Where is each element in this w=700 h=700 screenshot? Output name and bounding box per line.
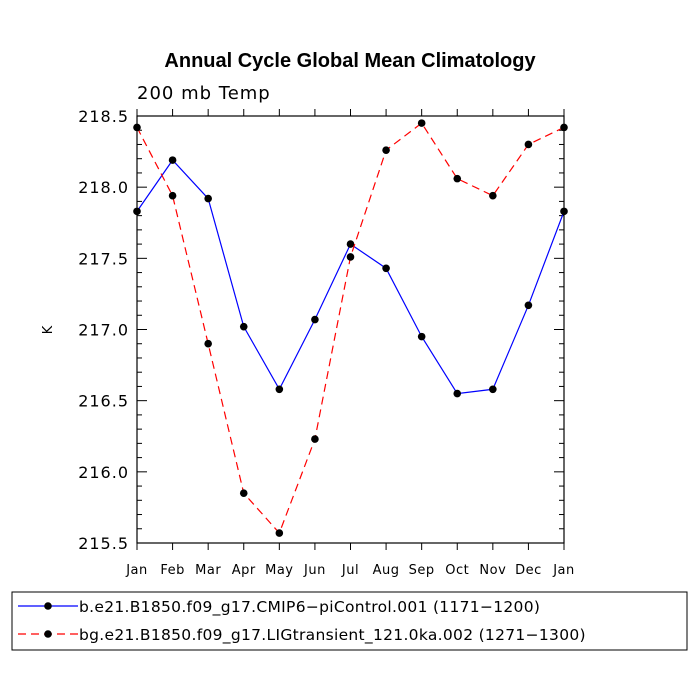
series-2-point xyxy=(524,140,533,149)
series-1-point xyxy=(168,156,177,164)
x-tick-label: Jan xyxy=(552,563,575,578)
legend-marker xyxy=(44,602,52,610)
x-tick-label: Jun xyxy=(303,563,326,578)
series-2-point xyxy=(417,119,426,127)
series-2-point xyxy=(346,253,355,261)
legend: b.e21.B1850.f09_g17.CMIP6−piControl.001 … xyxy=(11,591,688,651)
legend-item-2: bg.e21.B1850.f09_g17.LIGtransient_121.0k… xyxy=(18,626,586,645)
series-1-point xyxy=(417,332,426,341)
y-tick-label: 217.5 xyxy=(78,249,129,268)
series-2-point xyxy=(275,529,284,537)
x-tick-label: Feb xyxy=(160,563,185,578)
series-layer xyxy=(133,119,568,537)
series-2-point xyxy=(204,339,212,348)
x-tick-label: Apr xyxy=(232,563,256,578)
y-tick-label: 218.5 xyxy=(78,107,129,126)
plot-frame xyxy=(136,115,565,544)
y-tick-labels: 215.5 216.0 216.5 217.0 217.5 218.0 218.5 xyxy=(78,107,129,553)
series-2-point xyxy=(382,146,390,154)
y-tick-label: 215.5 xyxy=(78,534,129,553)
chart-subtitle: 200 mb Temp xyxy=(137,83,271,104)
x-tick-label: Sep xyxy=(409,563,435,578)
series-1-point xyxy=(453,389,462,398)
series-1-point xyxy=(489,385,497,394)
y-tick-label: 216.0 xyxy=(78,463,129,482)
legend-label: bg.e21.B1850.f09_g17.LIGtransient_121.0k… xyxy=(79,626,586,645)
x-tick-label: Dec xyxy=(515,563,542,578)
series-1-point xyxy=(204,194,212,203)
x-tick-label: Nov xyxy=(479,563,506,578)
series-1-point xyxy=(311,315,319,324)
series-1-point xyxy=(346,240,355,248)
y-axis-label: K xyxy=(41,325,56,334)
series-2 xyxy=(133,119,568,537)
axis-ticks xyxy=(136,109,565,550)
legend-item-1: b.e21.B1850.f09_g17.CMIP6−piControl.001 … xyxy=(18,598,540,617)
y-tick-label: 216.5 xyxy=(78,392,129,411)
series-2-point xyxy=(168,191,177,200)
legend-label: b.e21.B1850.f09_g17.CMIP6−piControl.001 … xyxy=(79,598,540,617)
legend-marker xyxy=(44,630,52,638)
legend-box xyxy=(11,591,688,651)
x-tick-labels: Jan Feb Mar Apr May Jun Jul Aug Sep Oct Nov Dec Jan xyxy=(125,563,575,578)
series-line-1 xyxy=(136,159,565,395)
series-1 xyxy=(133,156,568,398)
y-tick-label: 218.0 xyxy=(78,178,129,197)
series-1-point xyxy=(524,301,533,310)
series-2-point xyxy=(453,174,462,183)
series-line-2 xyxy=(136,122,565,535)
x-tick-label: Jan xyxy=(125,563,148,578)
series-1-point xyxy=(275,385,284,394)
series-2-point xyxy=(239,489,248,497)
x-tick-label: May xyxy=(265,563,293,578)
series-2-point xyxy=(489,191,497,200)
series-1-point xyxy=(239,322,248,331)
x-tick-label: Oct xyxy=(445,563,469,578)
chart-title: Annual Cycle Global Mean Climatology xyxy=(164,50,536,72)
series-2-point xyxy=(311,435,319,443)
y-tick-label: 217.0 xyxy=(78,321,129,340)
x-tick-label: Aug xyxy=(373,563,400,578)
x-tick-label: Mar xyxy=(195,563,221,578)
series-1-point xyxy=(382,264,390,273)
x-tick-label: Jul xyxy=(341,563,359,578)
